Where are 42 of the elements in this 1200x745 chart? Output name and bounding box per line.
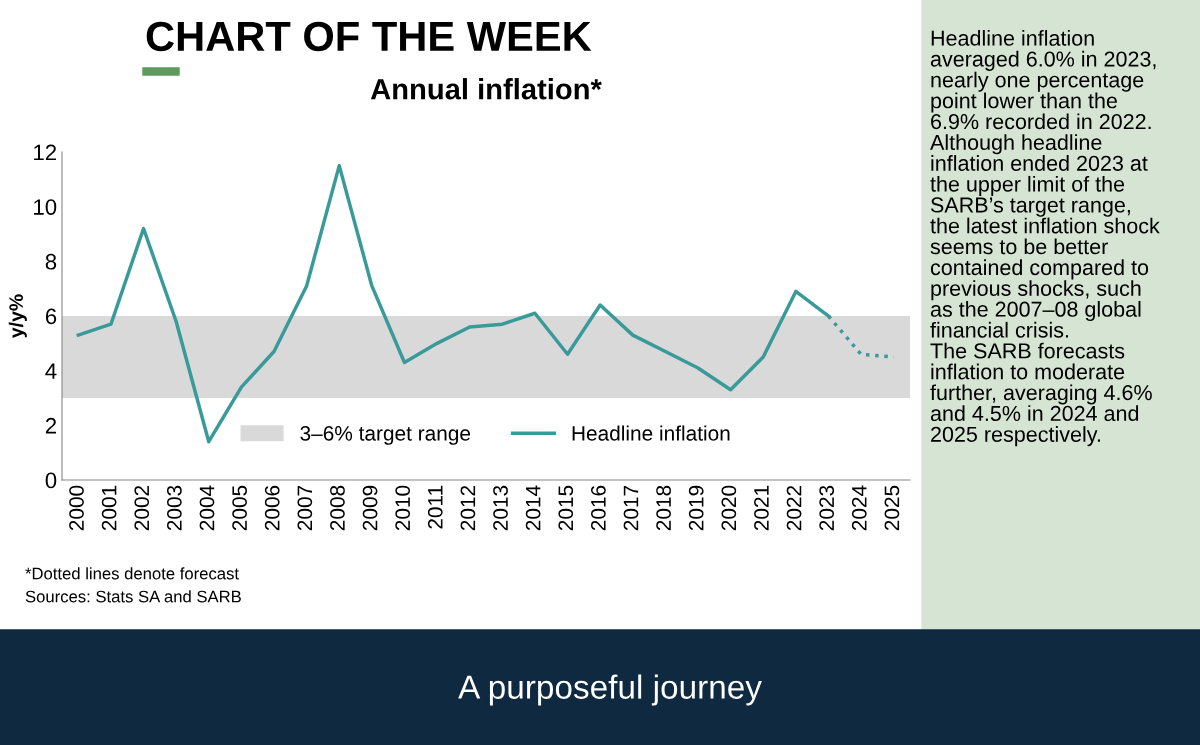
x-tick-label: 2025 (884, 485, 900, 531)
legend-label: 3–6% target range (300, 425, 471, 445)
source-note: Sources: Stats SA and SARB (25, 590, 241, 603)
y-axis-title: y/y% (8, 294, 27, 339)
x-tick-label: 2018 (656, 485, 671, 531)
y-tick-label: 4 (45, 363, 57, 379)
x-tick-label: 2020 (721, 485, 737, 531)
y-tick-label: 8 (45, 253, 57, 270)
y-tick-label: 2 (45, 417, 57, 434)
text: A purposeful journey (458, 674, 762, 706)
x-tick-label: 2013 (493, 485, 508, 531)
x-tick-label: 2002 (134, 485, 150, 531)
legend-label: Headline inflation (572, 425, 730, 441)
y-tick-label: 6 (45, 308, 57, 325)
x-tick-label: 2009 (362, 485, 378, 531)
x-tick-label: 2001 (101, 485, 117, 531)
x-tick-label: 2000 (69, 485, 84, 531)
x-tick-label: 2011 (427, 485, 443, 529)
text: CHART OF THE WEEK (146, 21, 592, 52)
x-tick-label: 2003 (166, 485, 182, 531)
x-tick-label: 2005 (232, 485, 247, 531)
text: *Dotted lines denote forecast (25, 567, 239, 580)
x-tick-label: 2015 (558, 485, 574, 531)
x-tick-label: 2010 (395, 485, 411, 531)
x-tick-label: 2012 (460, 485, 476, 531)
y-tick-label: 10 (34, 199, 57, 215)
x-tick-label: 2019 (688, 485, 704, 531)
y-tick-label: 12 (34, 144, 57, 161)
x-tick-label: 2008 (330, 485, 345, 531)
x-tick-label: 2022 (786, 485, 802, 531)
x-tick-label: 2021 (754, 485, 769, 531)
text: Headline inflation averaged 6.0% in 2023, nearly one percentage point lower than the 6.9% recorded in 2022. Although headline inflation ended 2023 at the upper limit of the SARB’s target range, the latest inflation shock seems to be better contained compared to previous shocks, such as the 2007–08 global financial crisis. The SARB forecasts inflation to moderate further, averaging 4.6% and 4.5% in 2024 and 2025 respectively. (930, 30, 1160, 447)
x-tick-label: 2007 (297, 485, 313, 531)
x-tick-label: 2023 (819, 485, 835, 531)
x-tick-label: 2017 (623, 485, 639, 531)
y-tick-label: 0 (45, 472, 57, 489)
x-tick-label: 2024 (851, 485, 867, 531)
x-tick-label: 2016 (590, 485, 606, 531)
x-tick-label: 2006 (264, 485, 280, 531)
chart-title: Annual inflation* (370, 78, 602, 100)
x-tick-label: 2014 (525, 485, 541, 531)
x-tick-label: 2004 (199, 485, 215, 531)
